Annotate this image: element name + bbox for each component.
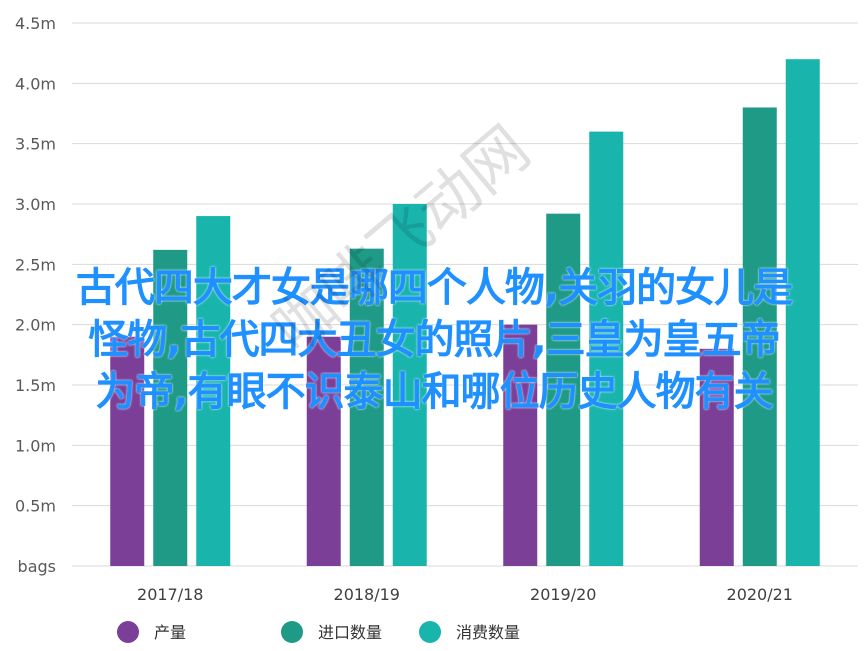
overlay-text: 古代四大才女是哪四个人物,关羽的女儿是 怪物,古代四大丑女的照片,三皇为皇五帝 …: [0, 262, 868, 418]
legend-marker: [281, 621, 303, 643]
bar-3-1: [196, 216, 231, 567]
overlay-line-2: 怪物,古代四大丑女的照片,三皇为皇五帝: [88, 317, 780, 363]
bar-2-1: [153, 249, 188, 566]
bar-1-3: [503, 324, 538, 566]
legend: 产量 进口数量 消费数量: [117, 621, 520, 643]
x-axis-categories: 2017/18 2018/19 2019/20 2020/21: [137, 585, 793, 604]
bar-1-2: [306, 336, 341, 566]
overlay-line-1: 古代四大才女是哪四个人物,关羽的女儿是: [75, 265, 793, 311]
bar-1-1: [110, 336, 145, 566]
y-tick-label: 2.5m: [15, 255, 56, 274]
bar-3-4: [785, 59, 820, 566]
bar-2-3: [546, 213, 581, 567]
x-category-label: 2019/20: [530, 585, 596, 604]
y-tick-label: 1.0m: [15, 436, 56, 455]
y-tick-label: bags: [18, 557, 56, 576]
bars: [110, 59, 820, 567]
bar-2-4: [742, 107, 777, 566]
y-tick-label: 4.0m: [15, 74, 56, 93]
overlay-line-3: 为帝,有眼不识泰山和哪位历史人物有关: [95, 369, 773, 415]
legend-marker: [117, 621, 139, 643]
bar-3-3: [589, 131, 624, 566]
y-tick-label: 0.5m: [15, 497, 56, 516]
bar-3-2: [392, 204, 427, 566]
bar-1-4: [699, 348, 734, 566]
y-tick-label: 1.5m: [15, 376, 56, 395]
legend-label: 消费数量: [456, 623, 520, 642]
y-axis-ticks: bags 0.5m 1.0m 1.5m 2.0m 2.5m 3.0m 3.5m 4.0m 4.5m: [15, 14, 56, 576]
legend-label: 进口数量: [318, 623, 382, 642]
x-category-label: 2017/18: [137, 585, 203, 604]
bar-2-2: [349, 248, 384, 566]
x-category-label: 2020/21: [727, 585, 793, 604]
y-tick-label: 2.0m: [15, 316, 56, 335]
y-tick-label: 3.5m: [15, 135, 56, 154]
y-tick-label: 3.0m: [15, 195, 56, 214]
legend-marker: [419, 621, 441, 643]
x-category-label: 2018/19: [334, 585, 400, 604]
legend-label: 产量: [154, 623, 186, 642]
y-tick-label: 4.5m: [15, 14, 56, 33]
